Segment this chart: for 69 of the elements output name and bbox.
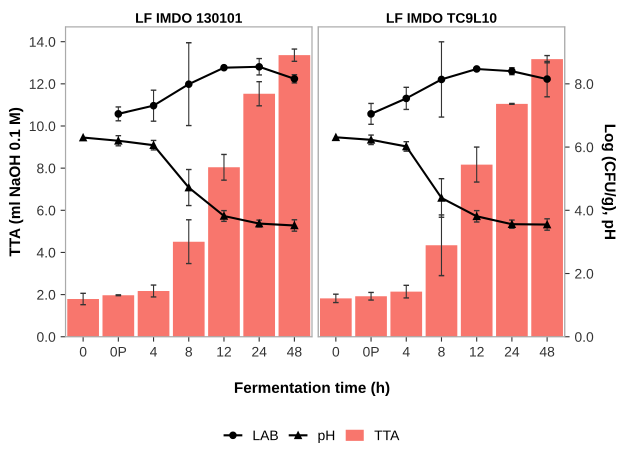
y-tick-label: 6.0: [37, 206, 56, 216]
x-tick-label: 12: [217, 346, 231, 357]
legend-label: LAB: [254, 430, 278, 440]
chart-title: LF IMDO 130101: [136, 13, 242, 23]
bar: [320, 298, 352, 337]
y2-tick-label: 8.0: [575, 79, 594, 90]
point: [150, 102, 158, 110]
legend-label: TTA: [374, 430, 400, 440]
y2-tick-label: 0.0: [574, 332, 594, 342]
bar: [208, 167, 240, 337]
y-axis-title: TTA (ml NaOH 0.1 M): [8, 108, 24, 256]
bar: [426, 245, 458, 337]
x-tick-label: 4: [402, 346, 410, 357]
bar: [278, 55, 310, 337]
point: [438, 76, 446, 84]
x-axis-title: Fermentation time (h): [234, 382, 390, 396]
bar: [138, 291, 170, 337]
point: [184, 80, 193, 88]
point: [79, 134, 87, 142]
point: [332, 133, 340, 142]
point: [150, 141, 158, 149]
point: [472, 65, 481, 73]
x-tick-label: 48: [540, 346, 554, 357]
point: [184, 184, 193, 192]
x-tick-label: 0: [80, 346, 86, 357]
bar: [172, 242, 205, 337]
y-tick-label: 0.0: [37, 332, 56, 342]
point: [367, 110, 375, 118]
y-tick-label: 12.0: [30, 79, 56, 90]
bar: [390, 292, 422, 337]
bar: [531, 59, 563, 337]
y-tick-label: 10.0: [30, 121, 56, 132]
x-tick-label: 0P: [110, 346, 126, 357]
point: [543, 220, 551, 228]
point: [255, 62, 264, 71]
point: [290, 222, 298, 230]
x-tick-label: 24: [504, 346, 520, 357]
x-tick-label: 4: [150, 346, 158, 357]
y-tick-label: 2.0: [37, 290, 56, 300]
point: [220, 212, 228, 220]
point: [114, 136, 122, 145]
y2-tick-label: 4.0: [574, 206, 594, 216]
point: [438, 194, 446, 202]
point: [114, 110, 122, 118]
point: [543, 75, 551, 83]
legend-label: pH: [318, 430, 334, 444]
bar: [67, 299, 99, 337]
x-tick-label: 12: [470, 346, 484, 357]
point: [472, 212, 481, 220]
point: [402, 94, 410, 102]
x-tick-label: 8: [186, 346, 192, 357]
bar: [496, 104, 528, 337]
x-tick-label: 8: [438, 346, 445, 357]
y-tick-label: 4.0: [36, 248, 56, 258]
y2-tick-label: 6.0: [575, 142, 594, 152]
x-tick-label: 24: [252, 346, 266, 357]
bar: [102, 295, 134, 337]
bar: [243, 94, 276, 337]
x-tick-label: 0P: [363, 346, 379, 357]
chart-title: LF IMDO TC9L10: [386, 13, 496, 23]
x-tick-label: 0: [332, 346, 340, 357]
bar: [460, 164, 493, 337]
bar: [355, 296, 387, 337]
y-tick-label: 14.0: [30, 37, 56, 47]
x-tick-label: 48: [286, 346, 302, 357]
y2-axis-title: Log (CFU/g), pH: [602, 124, 616, 239]
y-tick-label: 8.0: [37, 163, 56, 174]
point: [220, 64, 228, 72]
y2-tick-label: 2.0: [575, 268, 594, 279]
